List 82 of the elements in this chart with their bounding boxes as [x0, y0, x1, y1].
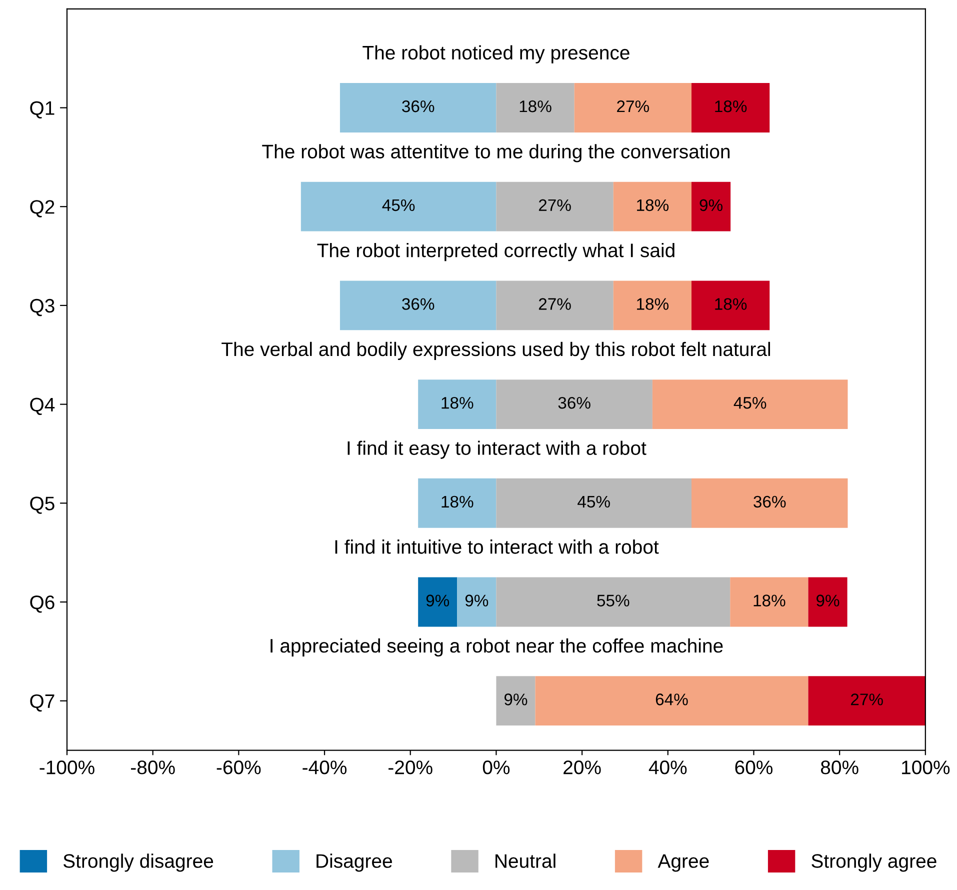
legend-label: Strongly disagree [63, 854, 214, 872]
data-label: 27% [538, 298, 571, 310]
legend-label: Strongly agree [812, 854, 936, 872]
annotation: The robot was attentitve to me during the conversation [262, 144, 730, 162]
bar [496, 380, 652, 430]
y-tick-label: Q5 [30, 496, 54, 514]
x-tick-label: 60% [735, 760, 772, 774]
data-label: 55% [597, 594, 630, 606]
bar [691, 478, 848, 528]
x-tick-label: 100% [902, 760, 950, 774]
x-tick-label: 0% [482, 760, 510, 774]
data-label: 36% [754, 496, 786, 508]
data-label: 18% [520, 100, 552, 112]
bar [496, 676, 536, 726]
bar [418, 577, 458, 627]
bar [457, 577, 496, 627]
annotation: The robot interpreted correctly what I said [317, 243, 674, 262]
data-label: 18% [442, 496, 474, 508]
data-label: 45% [734, 397, 766, 409]
x-tick-label: 40% [648, 760, 687, 774]
legend-label: Disagree [316, 854, 392, 872]
bar [496, 83, 574, 132]
bar [808, 676, 926, 726]
bar [496, 478, 692, 528]
x-tick-label: -60% [216, 760, 261, 774]
data-label: 36% [402, 298, 434, 310]
bar [340, 280, 496, 330]
y-tick-label: Q6 [30, 595, 54, 613]
data-label: 45% [578, 496, 610, 508]
data-label: 9% [700, 199, 722, 212]
bar [613, 182, 692, 232]
bar [613, 280, 692, 330]
annotation: The verbal and bodily expressions used by this robot felt natural [222, 342, 770, 360]
bar [496, 577, 730, 627]
annotation: I find it intuitive to interact with a robot [335, 540, 659, 554]
bar [691, 83, 770, 132]
data-label: 36% [402, 100, 434, 112]
data-label: 18% [715, 298, 747, 310]
x-tick-label: -40% [302, 760, 347, 774]
y-tick-label: Q4 [30, 398, 55, 416]
data-label: 27% [617, 100, 649, 112]
x-tick-label: -80% [131, 760, 175, 774]
legend-label: Neutral [496, 854, 556, 868]
x-tick-label: -100% [40, 760, 94, 774]
annotation: I appreciated seeing a robot near the coffee machine [270, 638, 723, 657]
data-label: 27% [850, 694, 883, 706]
bar [418, 478, 496, 528]
x-tick-label: -20% [388, 760, 432, 774]
bar [808, 577, 848, 627]
bar [418, 380, 496, 430]
y-tick-label: Q7 [30, 694, 54, 712]
annotation: The robot noticed my presence [362, 45, 630, 64]
bar [652, 380, 848, 430]
x-tick-label: 20% [564, 760, 601, 774]
bar [496, 280, 614, 330]
data-label: 9% [816, 594, 840, 606]
data-label: 18% [637, 298, 669, 310]
bar [300, 182, 496, 232]
data-label: 45% [382, 199, 415, 212]
y-tick-label: Q3 [30, 298, 54, 316]
data-label: 27% [538, 199, 571, 212]
data-label: 9% [426, 594, 450, 606]
data-label: 18% [442, 396, 474, 409]
y-tick-label: Q2 [30, 200, 54, 218]
data-label: 36% [558, 396, 590, 409]
data-label: 9% [465, 594, 488, 606]
annotation: I find it easy to interact with a robot [348, 440, 646, 459]
bar [340, 83, 496, 132]
data-label: 18% [637, 199, 669, 212]
y-tick-label: Q1 [30, 101, 54, 118]
bar [691, 280, 770, 330]
bar [535, 676, 808, 726]
bar [574, 83, 692, 132]
bar [691, 182, 731, 232]
data-label: 18% [715, 100, 747, 112]
data-label: 9% [504, 694, 528, 706]
bar [496, 182, 614, 232]
data-label: 64% [656, 694, 688, 706]
bar [730, 577, 808, 627]
legend-label: Agree [658, 854, 709, 872]
x-tick-label: 80% [820, 760, 858, 774]
data-label: 18% [754, 594, 786, 606]
